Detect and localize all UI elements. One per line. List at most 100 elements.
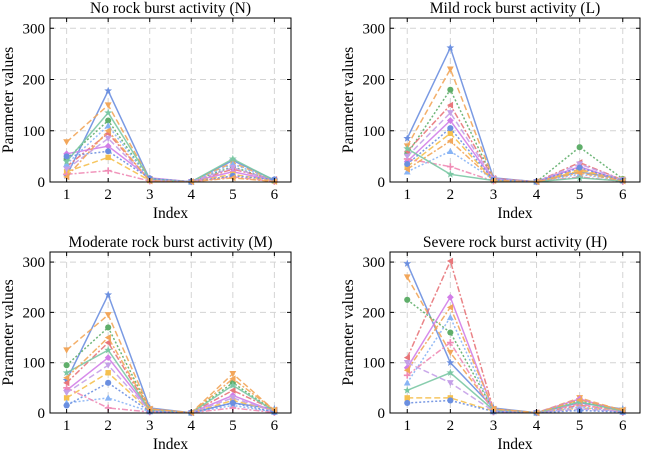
data-point <box>404 296 411 303</box>
data-point <box>105 379 112 386</box>
data-point <box>446 293 454 301</box>
x-axis-label: Index <box>153 205 189 222</box>
series-line-1 <box>406 263 623 414</box>
data-point <box>576 168 583 174</box>
data-point <box>576 144 583 151</box>
data-point <box>229 375 236 383</box>
x-tick-label: 6 <box>271 418 279 434</box>
x-tick-label: 5 <box>229 418 237 434</box>
series-line-2 <box>66 103 275 183</box>
data-point <box>403 144 412 152</box>
data-point <box>63 160 71 167</box>
data-point <box>403 165 410 173</box>
y-tick-label: 0 <box>378 406 386 422</box>
data-point <box>404 395 410 401</box>
data-point <box>104 102 112 109</box>
series-line-11 <box>66 150 275 183</box>
data-point <box>62 157 71 165</box>
data-point <box>104 290 113 299</box>
data-point <box>447 329 454 336</box>
data-point <box>446 43 455 52</box>
data-point <box>403 274 411 281</box>
y-tick-label: 300 <box>363 21 386 37</box>
plot-frame <box>49 17 292 183</box>
data-point <box>229 386 236 394</box>
data-point <box>63 173 70 181</box>
data-point <box>104 346 113 354</box>
series-line-2 <box>66 313 275 414</box>
series-line-11 <box>407 399 623 414</box>
data-point <box>63 347 71 354</box>
x-tick-label: 4 <box>188 418 196 434</box>
data-point <box>576 169 583 177</box>
data-point <box>403 386 412 394</box>
x-tick-label: 2 <box>104 418 112 434</box>
y-tick-label: 200 <box>23 73 46 89</box>
chart-title: No rock burst activity (N) <box>90 0 251 17</box>
data-point <box>104 122 112 129</box>
series-line-7 <box>66 397 275 414</box>
series-line-9 <box>66 111 275 183</box>
x-tick-label: 1 <box>403 187 411 203</box>
data-point <box>446 147 454 154</box>
y-tick-label: 100 <box>363 124 386 140</box>
data-point <box>446 358 455 366</box>
series-line-11 <box>406 127 623 183</box>
series-line-12 <box>406 140 623 183</box>
plot-frame <box>389 251 641 414</box>
series-line-1 <box>65 89 275 183</box>
data-point <box>62 368 71 377</box>
data-point <box>403 153 411 160</box>
x-tick-label: 3 <box>490 187 498 203</box>
x-tick-label: 5 <box>229 187 237 203</box>
x-tick-label: 1 <box>403 418 411 434</box>
y-tick-label: 100 <box>23 356 46 372</box>
data-point <box>229 164 237 172</box>
data-point <box>228 154 237 163</box>
series-line-12 <box>406 305 623 414</box>
subplot-2: 1 2 3 4 5 6 0 100 200 300 Mild rock burst activity… <box>340 0 641 222</box>
data-point <box>229 395 237 402</box>
x-tick-label: 4 <box>533 418 541 434</box>
plot-frame <box>49 251 292 414</box>
data-point <box>403 354 410 362</box>
x-axis-label: Index <box>497 205 533 222</box>
series-line-12 <box>66 129 275 183</box>
data-point <box>63 362 70 369</box>
data-point <box>104 167 112 175</box>
data-point <box>403 371 411 379</box>
series-line-3 <box>66 119 275 183</box>
data-point <box>446 257 454 265</box>
data-point <box>403 359 411 367</box>
data-point <box>403 168 411 175</box>
data-point <box>446 314 454 321</box>
y-axis-label: Parameter values <box>0 279 17 385</box>
x-tick-label: 6 <box>619 418 627 434</box>
x-tick-label: 2 <box>447 418 455 434</box>
data-point <box>63 390 71 397</box>
data-point <box>446 170 455 178</box>
data-point <box>446 303 454 311</box>
data-point <box>105 324 112 331</box>
data-point <box>447 397 454 404</box>
y-tick-label: 0 <box>378 175 386 191</box>
series-line-11 <box>66 381 275 414</box>
data-point <box>446 380 454 387</box>
data-point <box>446 368 455 377</box>
x-tick-label: 3 <box>146 418 154 434</box>
data-point <box>63 374 70 382</box>
data-point <box>105 148 112 155</box>
x-tick-label: 4 <box>533 187 541 203</box>
data-point <box>104 312 112 319</box>
x-axis-label: Index <box>153 436 189 453</box>
series-line-7 <box>406 315 623 414</box>
series-line-2 <box>406 276 623 414</box>
x-tick-label: 2 <box>104 187 112 203</box>
data-point <box>446 163 454 171</box>
y-tick-label: 200 <box>363 73 386 89</box>
y-tick-label: 200 <box>363 305 386 321</box>
series-line-10 <box>406 362 623 414</box>
x-tick-label: 3 <box>146 187 154 203</box>
subplot-4: 1 2 3 4 5 6 0 100 200 300 Severe rock burst activi… <box>340 234 641 453</box>
